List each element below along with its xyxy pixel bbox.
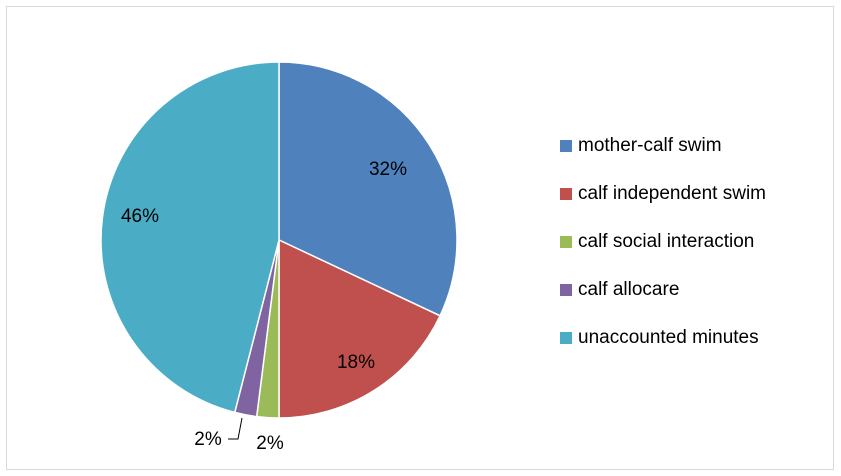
data-label-unaccounted-minutes: 46% [121,206,159,227]
legend-label-calf-independent-swim: calf independent swim [578,183,766,204]
data-label-mother-calf-swim: 32% [369,159,407,180]
leader-line-calf-allocare [228,417,243,440]
legend-swatch-mother-calf-swim [560,140,572,152]
legend-label-unaccounted-minutes: unaccounted minutes [578,327,759,348]
legend-swatch-calf-social-interaction [560,236,572,248]
legend-label-calf-social-interaction: calf social interaction [578,231,755,252]
legend-swatch-calf-allocare [560,284,572,296]
data-label-calf-independent-swim: 18% [337,352,375,373]
legend-swatch-calf-independent-swim [560,188,572,200]
legend-item: calf social interaction [560,230,766,254]
legend-item: calf independent swim [560,182,766,206]
pie-slice-mother-calf-swim [278,61,458,317]
legend-item: mother-calf swim [560,134,766,158]
pie-slice-unaccounted-minutes [100,61,280,414]
legend-item: calf allocare [560,278,766,302]
data-label-calf-social-interaction: 2% [256,433,284,454]
chart-legend: mother-calf swim calf independent swim c… [560,134,766,374]
legend-item: unaccounted minutes [560,326,766,350]
legend-label-calf-allocare: calf allocare [578,279,680,300]
legend-swatch-unaccounted-minutes [560,332,572,344]
pie-slice-calf-independent-swim [278,238,442,419]
data-label-calf-allocare: 2% [194,429,222,450]
legend-label-mother-calf-swim: mother-calf swim [578,135,722,156]
